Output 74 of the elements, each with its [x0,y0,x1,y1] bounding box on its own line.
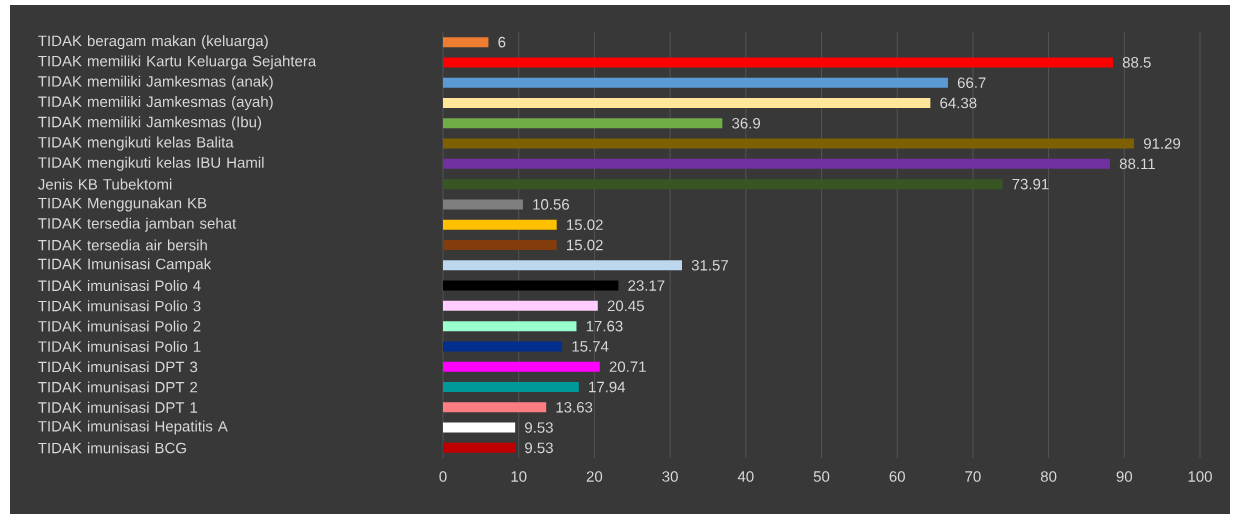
bar [443,442,516,453]
bar [443,321,577,332]
bar [443,280,619,291]
bar [443,138,1135,149]
bar [443,422,516,433]
bar [443,341,563,352]
y-tick-label: TIDAK imunisasi Polio 3 [38,300,201,312]
y-tick-label: TIDAK memiliki Kartu Keluarga Sejahtera [38,55,317,70]
data-label: 20.45 [607,300,644,312]
data-label: 64.38 [940,97,977,109]
data-label: 17.94 [589,381,626,393]
data-label: 17.63 [586,320,623,332]
bar [443,402,547,413]
bar [443,219,557,230]
y-tick-label: TIDAK beragam makan (keluarga) [38,35,268,50]
x-tick-label: 40 [737,471,754,482]
data-label: 15.02 [567,219,603,231]
data-label: 91.29 [1143,138,1181,149]
bar [443,158,1110,169]
bar [443,300,598,311]
y-tick-label: TIDAK imunisasi DPT 2 [38,381,198,393]
x-tick-label: 10 [511,471,527,482]
x-tick-label: 70 [965,471,981,482]
x-tick-label: 60 [889,471,905,482]
y-tick-label: TIDAK imunisasi Polio 4 [38,280,201,292]
data-label: 23.17 [628,280,665,291]
x-tick-label: 90 [1116,471,1133,482]
data-label: 88.11 [1119,158,1155,170]
y-tick-label: TIDAK imunisasi DPT 1 [38,401,198,413]
data-label: 15.74 [572,341,609,352]
bar [443,239,557,250]
y-tick-label: TIDAK imunisasi Hepatitis A [38,420,228,435]
bar [443,37,489,48]
data-label: 31.57 [691,259,728,271]
y-tick-label: TIDAK memiliki Jamkesmas (ayah) [38,95,273,110]
x-tick-label: 30 [662,471,678,482]
bar [443,57,1113,68]
y-tick-label: TIDAK imunisasi BCG [38,442,186,454]
x-tick-label: 80 [1040,471,1057,482]
data-label: 88.5 [1122,57,1151,68]
bar [443,381,579,392]
y-tick-label: TIDAK memiliki Jamkesmas (anak) [38,75,273,90]
bar [443,77,948,88]
data-label: 9.53 [525,422,553,433]
data-label: 66.7 [957,77,986,89]
y-tick-label: TIDAK imunisasi DPT 3 [38,361,198,373]
y-tick-label: TIDAK tersedia air bersih [38,239,207,251]
data-label: 6 [498,36,506,48]
y-tick-label: TIDAK Menggunakan KB [38,197,207,212]
data-label: 10.56 [533,199,570,210]
y-tick-label: TIDAK imunisasi Polio 1 [38,340,201,352]
bar [443,179,1003,190]
bar [443,361,600,372]
data-label: 20.71 [609,361,646,373]
x-tick-label: 100 [1188,471,1212,482]
data-label: 9.53 [525,442,553,454]
bar [443,199,523,210]
y-tick-label: TIDAK mengikuti kelas Balita [38,136,234,151]
data-label: 73.91 [1012,178,1049,190]
bar [443,118,723,129]
bar [443,260,682,271]
data-label: 15.02 [567,239,603,251]
y-tick-label: TIDAK imunisasi Polio 2 [38,320,201,332]
y-tick-label: Jenis KB Tubektomi [38,178,172,190]
y-tick-label: TIDAK Imunisasi Campak [38,258,212,273]
x-tick-label: 20 [586,471,603,482]
data-label: 13.63 [556,401,593,413]
y-tick-label: TIDAK memiliki Jamkesmas (Ibu) [38,116,262,131]
x-tick-label: 50 [813,471,830,482]
y-tick-label: TIDAK tersedia jamban sehat [38,217,237,232]
bar [443,97,931,108]
data-label: 36.9 [732,117,761,129]
y-tick-label: TIDAK mengikuti kelas IBU Hamil [38,156,264,171]
x-tick-label: 0 [439,471,447,482]
